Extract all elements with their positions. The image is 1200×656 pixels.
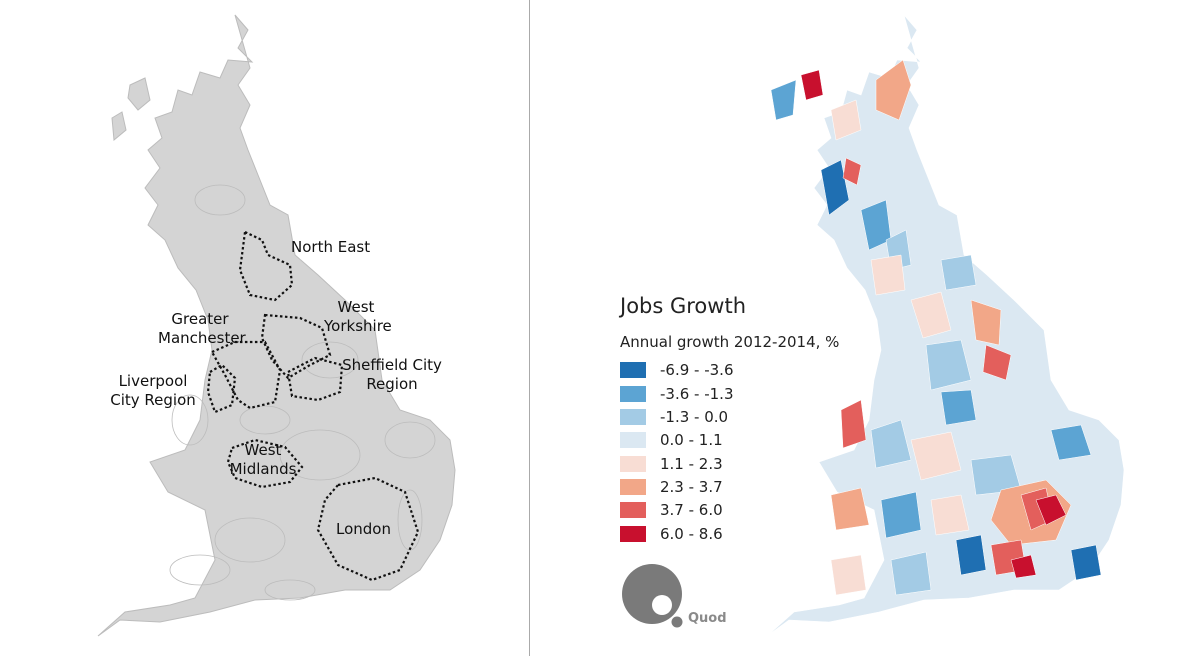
quod-logo-text: Quod xyxy=(688,611,727,626)
legend-label: 0.0 - 1.1 xyxy=(660,431,723,449)
legend-title: Jobs Growth xyxy=(620,294,746,318)
legend-swatch xyxy=(620,386,646,402)
legend-label: 3.7 - 6.0 xyxy=(660,501,723,519)
choropleth-patches xyxy=(770,59,1102,596)
jobs-growth-cartogram xyxy=(766,14,1125,637)
boundary-north-east xyxy=(238,230,294,302)
land-mass xyxy=(97,14,456,637)
quod-logo-icon xyxy=(622,564,683,628)
boundary-greater-manchester xyxy=(210,340,282,410)
jobs-growth-map-panel: Jobs Growth Annual growth 2012-2014, % -… xyxy=(531,0,1200,656)
legend-swatch xyxy=(620,456,646,472)
label-west-midlands: West Midlands xyxy=(229,441,297,478)
boundary-sheffield xyxy=(286,356,344,402)
label-north-east: North East xyxy=(291,238,371,256)
boundary-london xyxy=(316,476,420,582)
label-liverpool: Liverpool City Region xyxy=(110,372,196,409)
quod-logo xyxy=(620,562,730,632)
legend-subtitle: Annual growth 2012-2014, % xyxy=(620,333,840,351)
label-west-yorkshire: West Yorkshire xyxy=(324,298,392,335)
city-region-boundaries xyxy=(206,230,420,582)
reference-cartogram xyxy=(97,14,456,637)
legend-label: 6.0 - 8.6 xyxy=(660,525,723,543)
boundary-west-midlands xyxy=(226,438,304,489)
subarea-outlines xyxy=(169,184,436,601)
legend-swatch xyxy=(620,479,646,495)
legend-swatch xyxy=(620,362,646,378)
legend-swatch xyxy=(620,432,646,448)
reference-map-panel: North East West Yorkshire Greater Manchest… xyxy=(0,0,528,656)
label-sheffield: Sheffield City Region xyxy=(342,356,442,393)
legend-label: -1.3 - 0.0 xyxy=(660,408,729,426)
legend-swatch xyxy=(620,409,646,425)
legend-swatch xyxy=(620,526,646,542)
legend-label: -3.6 - -1.3 xyxy=(660,385,734,403)
label-london: London xyxy=(336,520,391,538)
boundary-west-yorkshire xyxy=(260,313,332,380)
panel-divider xyxy=(529,0,530,656)
label-greater-manchester: Greater Manchester xyxy=(158,310,246,347)
legend-swatch xyxy=(620,502,646,518)
legend-label: -6.9 - -3.6 xyxy=(660,361,734,379)
legend-label: 2.3 - 3.7 xyxy=(660,478,723,496)
legend-label: 1.1 - 2.3 xyxy=(660,455,723,473)
